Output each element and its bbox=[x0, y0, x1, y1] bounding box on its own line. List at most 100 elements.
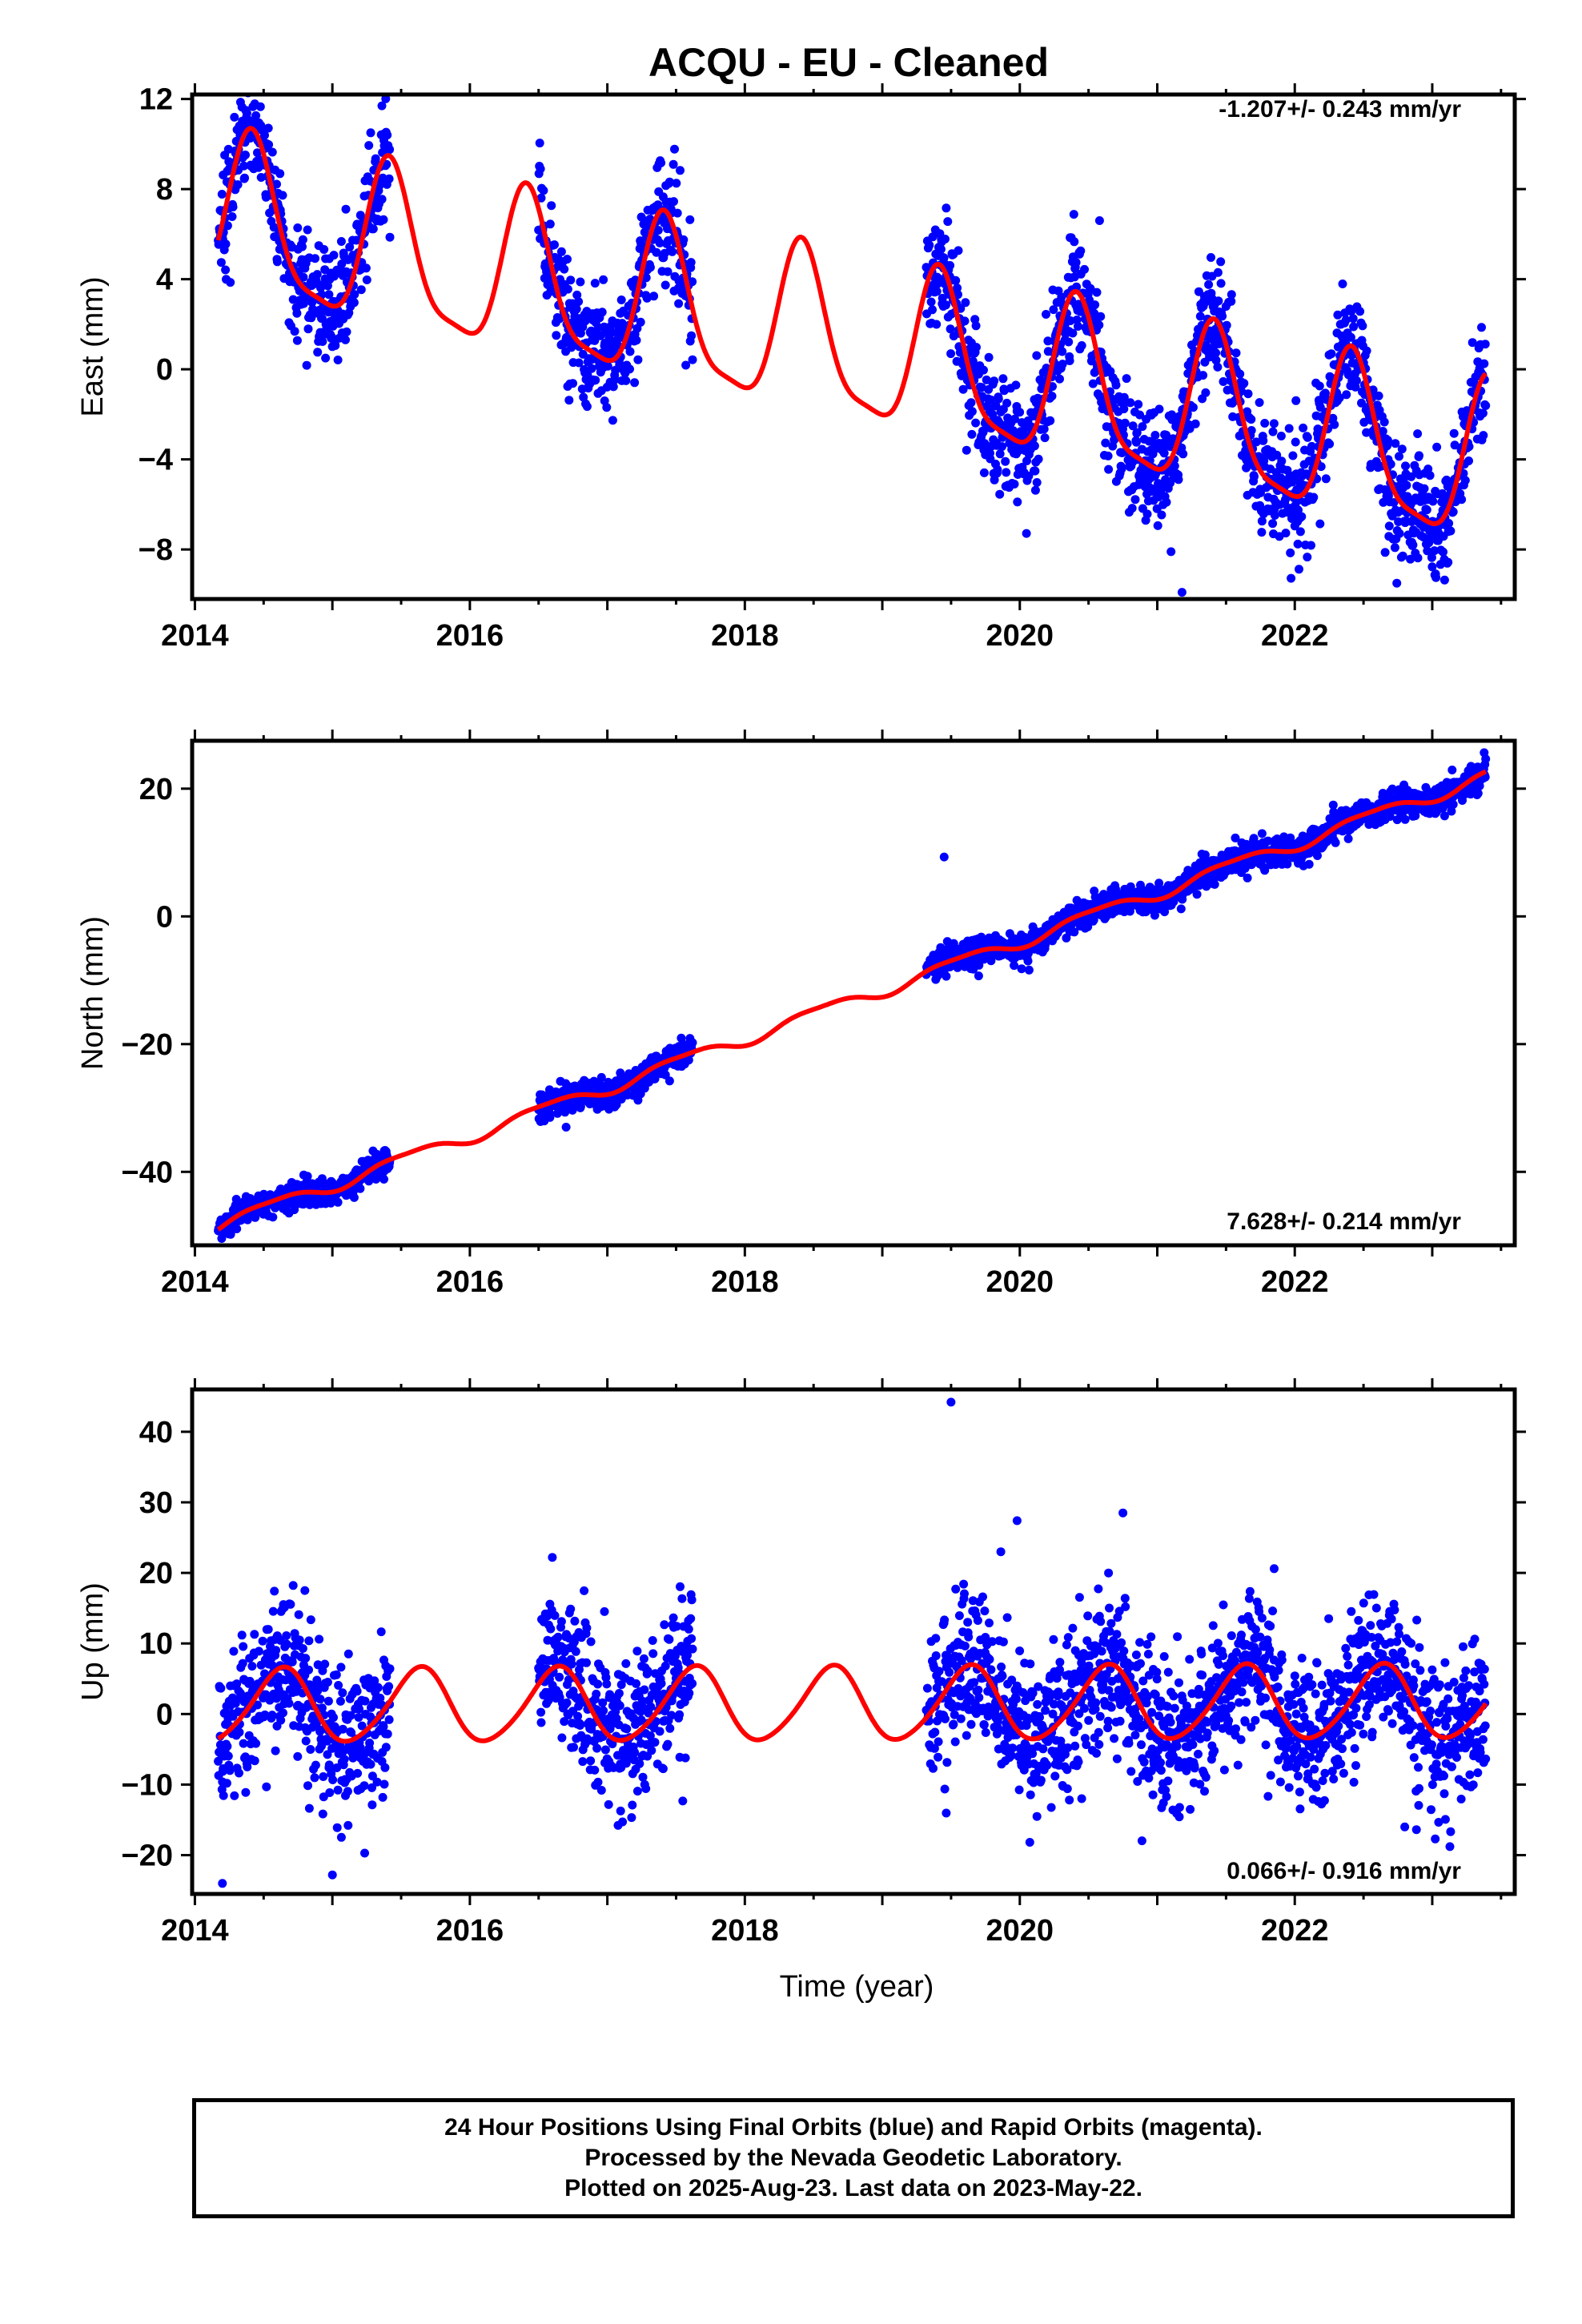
up-data-point bbox=[332, 1823, 342, 1832]
east-data-point bbox=[1391, 439, 1400, 448]
east-data-point bbox=[1432, 442, 1442, 452]
up-data-point bbox=[251, 1739, 261, 1748]
up-data-point bbox=[282, 1639, 291, 1649]
east-data-point bbox=[967, 407, 977, 416]
east-data-point bbox=[1117, 464, 1126, 473]
east-data-point bbox=[1119, 404, 1129, 414]
east-data-point bbox=[1460, 476, 1470, 485]
up-data-point bbox=[260, 1669, 269, 1679]
east-data-point bbox=[1094, 320, 1104, 330]
east-data-point bbox=[1135, 410, 1145, 420]
east-data-point bbox=[688, 277, 697, 287]
east-data-point bbox=[967, 429, 977, 439]
east-data-point bbox=[938, 293, 947, 303]
east-data-point bbox=[1257, 517, 1267, 526]
up-data-point bbox=[271, 1646, 281, 1655]
east-data-point bbox=[1046, 416, 1055, 425]
east-data-point bbox=[636, 317, 645, 327]
up-data-point bbox=[338, 1688, 347, 1698]
north-data-point bbox=[1192, 890, 1202, 899]
east-data-point bbox=[1154, 404, 1164, 414]
east-data-point bbox=[962, 445, 971, 455]
east-data-point bbox=[564, 396, 574, 405]
east-data-point bbox=[1002, 398, 1012, 408]
up-data-point bbox=[230, 1791, 239, 1800]
east-data-point bbox=[977, 383, 986, 392]
east-data-point bbox=[1178, 449, 1188, 459]
up-data-point bbox=[235, 1688, 245, 1698]
east-data-point bbox=[994, 418, 1004, 428]
east-data-point bbox=[242, 63, 251, 72]
north-data-point bbox=[1343, 834, 1353, 843]
east-data-point bbox=[1130, 495, 1140, 505]
east-data-point bbox=[1269, 419, 1279, 428]
east-data-point bbox=[1395, 452, 1403, 461]
north-data-point bbox=[268, 1212, 278, 1222]
up-data-point bbox=[360, 1848, 369, 1858]
east-data-point bbox=[563, 284, 572, 294]
north-data-point bbox=[379, 1175, 388, 1184]
east-data-point bbox=[1204, 279, 1214, 289]
east-data-point bbox=[550, 240, 559, 250]
north-data-point bbox=[1411, 811, 1420, 821]
north-data-point bbox=[986, 956, 996, 966]
up-data-point bbox=[319, 1772, 328, 1781]
north-data-point bbox=[1263, 836, 1273, 846]
north-data-point bbox=[665, 1076, 674, 1086]
up-data-point bbox=[378, 1792, 387, 1802]
up-data-point bbox=[329, 1713, 338, 1723]
east-data-point bbox=[378, 173, 387, 183]
east-data-point bbox=[1408, 541, 1418, 549]
up-data-point bbox=[307, 1682, 316, 1691]
up-data-point bbox=[247, 1662, 257, 1671]
east-data-point bbox=[251, 66, 259, 74]
east-data-point bbox=[371, 154, 380, 163]
east-data-point bbox=[1070, 237, 1079, 247]
east-data-point bbox=[272, 257, 282, 267]
east-data-point bbox=[928, 305, 937, 315]
east-data-point bbox=[1153, 521, 1162, 530]
east-data-point bbox=[1419, 484, 1429, 493]
east-data-point bbox=[1022, 529, 1031, 538]
up-data-point bbox=[331, 1670, 341, 1679]
east-data-point bbox=[298, 235, 307, 244]
up-data-point bbox=[271, 1746, 280, 1755]
north-data-point bbox=[1481, 754, 1491, 764]
up-data-point bbox=[235, 1727, 244, 1737]
east-data-point bbox=[303, 324, 313, 334]
east-data-point bbox=[621, 376, 631, 385]
east-data-point bbox=[1398, 551, 1407, 561]
up-data-point bbox=[366, 1759, 375, 1769]
east-data-point bbox=[1128, 421, 1138, 431]
east-data-point bbox=[939, 253, 949, 263]
east-x-tick-label: 2016 bbox=[436, 619, 504, 653]
east-data-point bbox=[1101, 438, 1110, 448]
east-data-point bbox=[1157, 510, 1166, 520]
up-data-point bbox=[219, 1791, 228, 1800]
east-data-point bbox=[941, 235, 950, 243]
east-data-point bbox=[333, 356, 343, 364]
north-data-point bbox=[1200, 850, 1210, 859]
north-data-point bbox=[1023, 956, 1033, 966]
east-data-point bbox=[385, 145, 395, 155]
east-data-point bbox=[1250, 472, 1259, 481]
east-data-point bbox=[984, 352, 994, 362]
up-data-point bbox=[352, 1687, 362, 1696]
east-data-point bbox=[1201, 388, 1211, 397]
east-data-point bbox=[679, 235, 689, 244]
east-data-point bbox=[1177, 588, 1186, 597]
east-data-point bbox=[1333, 310, 1343, 320]
east-data-point bbox=[1415, 451, 1423, 460]
east-data-point bbox=[1330, 420, 1339, 429]
east-data-point bbox=[1351, 382, 1360, 392]
east-data-point bbox=[925, 240, 934, 250]
up-data-point bbox=[360, 1696, 370, 1706]
north-data-point bbox=[1387, 784, 1397, 794]
east-data-point bbox=[329, 251, 339, 260]
east-data-point bbox=[1395, 529, 1404, 538]
east-data-point bbox=[1379, 417, 1389, 427]
north-data-point bbox=[1331, 838, 1340, 847]
east-data-point bbox=[377, 195, 387, 204]
up-data-point bbox=[323, 1696, 333, 1706]
